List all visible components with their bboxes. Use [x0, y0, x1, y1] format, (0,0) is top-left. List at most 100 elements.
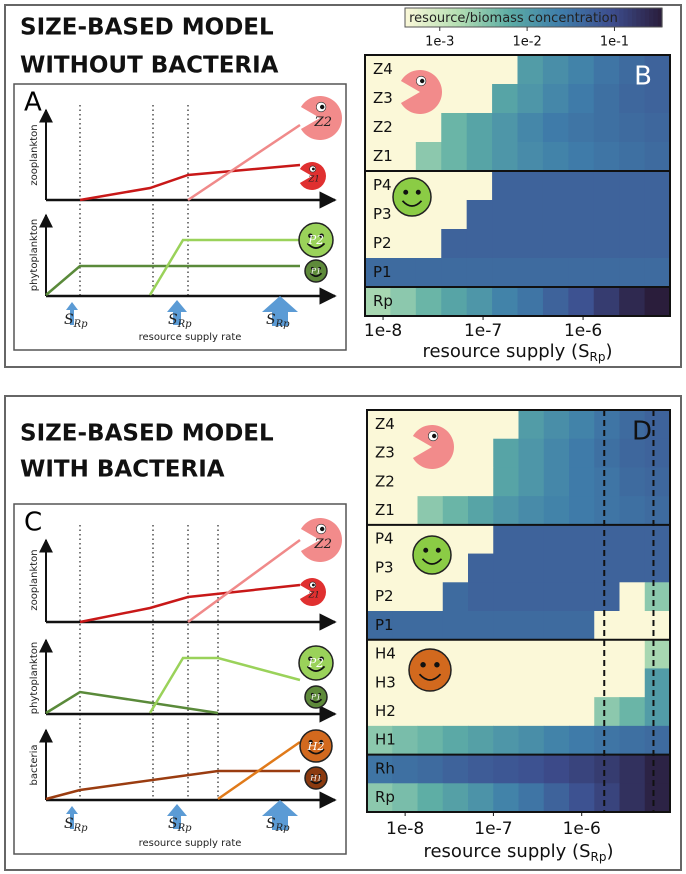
heatmap-cell — [569, 639, 595, 670]
heatmap-cell — [543, 553, 570, 583]
colorbar-step — [550, 8, 556, 27]
heatmap-cell — [468, 611, 494, 641]
colorbar-step — [529, 8, 535, 27]
heatmap-cell — [569, 725, 595, 756]
smiley-icon — [408, 648, 452, 692]
heatmap-cell — [594, 754, 621, 784]
organism-label: P1 — [310, 267, 321, 276]
heatmap-cell — [644, 697, 671, 727]
supply-symbol: SRp — [266, 312, 290, 330]
row-label: Z1 — [373, 147, 393, 165]
pacman-body — [299, 162, 327, 191]
heatmap-cell — [644, 668, 671, 698]
heatmap-cell — [493, 524, 520, 555]
heatmap-cell — [468, 754, 494, 784]
heatmap-cell — [466, 171, 493, 201]
row-label: P3 — [373, 205, 392, 223]
panel-letter: C — [24, 508, 42, 538]
heatmap-cell — [367, 524, 393, 555]
smiley-face — [412, 535, 452, 575]
heatmap-cell — [493, 783, 520, 813]
y-label: bacteria — [29, 744, 40, 785]
heatmap-cell — [518, 783, 545, 813]
heatmap-cell — [365, 171, 392, 201]
pacman-icon: Z2 — [300, 518, 343, 563]
supply-symbol: SRp — [168, 312, 192, 330]
heatmap-cell — [492, 113, 519, 143]
smiley-eye — [310, 266, 314, 270]
organism-label: H2 — [307, 740, 325, 753]
heatmap-cell — [367, 438, 393, 469]
heatmap-cell — [619, 582, 646, 612]
heatmap-cell — [492, 55, 519, 85]
heatmap-cell — [415, 113, 442, 143]
heatmap-cell — [417, 754, 444, 784]
heatmap-cell — [468, 783, 494, 813]
colorbar-step — [623, 8, 629, 27]
pacman-pupil — [320, 104, 325, 110]
colorbar-step — [482, 8, 487, 27]
colorbar-step — [542, 8, 547, 27]
heatmap-cell — [568, 258, 595, 288]
pacman-icon: Z1 — [299, 578, 327, 607]
pacman-pupil — [312, 583, 315, 587]
smiley-eye — [423, 547, 429, 553]
row-label: Z2 — [375, 472, 395, 490]
heatmap-cell — [594, 438, 621, 469]
x-axis-label: resource supply (SRp) — [422, 341, 612, 364]
supply-symbol: SRp — [266, 816, 290, 834]
heatmap-cell — [518, 496, 545, 526]
smiley-icon — [412, 535, 452, 575]
heatmap-cell — [568, 113, 595, 143]
colorbar-step — [507, 8, 513, 27]
heatmap-cell — [493, 639, 520, 670]
x-axis-label-sub: Rp — [591, 850, 607, 864]
supply-symbol: SRp — [64, 816, 88, 834]
heatmap-cell — [594, 496, 621, 526]
smiley-icon: P2 — [298, 645, 334, 681]
smiley-eye — [318, 266, 322, 270]
heatmap-cell — [568, 229, 595, 259]
heatmap-cell — [517, 142, 544, 172]
heatmap-cell — [619, 113, 646, 143]
heatmap-cell — [518, 582, 545, 612]
organism-label: Z1 — [308, 589, 320, 599]
heatmap-cell — [593, 113, 620, 143]
heatmap-cell — [392, 410, 419, 440]
heatmap-cell — [493, 553, 520, 583]
y-label: phytoplankton — [29, 219, 40, 291]
heatmap-cell — [569, 582, 595, 612]
pacman-body — [400, 70, 443, 115]
smiley-mouth — [309, 698, 323, 704]
heatmap-cell — [365, 229, 392, 259]
pacman-icon: Z1 — [299, 162, 327, 191]
y-label: zooplankton — [29, 549, 40, 610]
colorbar-step — [610, 8, 616, 27]
heatmap-cell — [543, 582, 570, 612]
colorbar-step — [422, 8, 428, 27]
heatmap-cell — [493, 725, 520, 756]
colorbar-step — [657, 8, 663, 27]
row-label: H3 — [375, 673, 396, 691]
heatmap-cell — [392, 582, 419, 612]
row-label: Z3 — [375, 444, 395, 462]
colorbar-step — [503, 8, 509, 27]
row-label: Z2 — [373, 118, 393, 136]
heatmap-cell — [619, 783, 646, 813]
heatmap-frame — [364, 54, 671, 317]
heatmap-cell — [543, 438, 570, 469]
colorbar-tick-label: 1e-1 — [600, 35, 629, 50]
heatmap-cell — [415, 142, 442, 172]
heatmap-cell — [392, 725, 419, 756]
colorbar-step — [426, 8, 432, 27]
heatmap-cell — [468, 553, 494, 583]
colorbar-step — [653, 8, 659, 27]
heatmap-cell — [367, 496, 393, 526]
heatmap-cell — [542, 287, 569, 317]
heatmap-cell — [417, 496, 444, 526]
row-label: Rp — [375, 788, 395, 806]
heatmap-cell — [569, 524, 595, 555]
diagram-box — [13, 503, 347, 855]
row-label: H2 — [375, 702, 396, 720]
colorbar-step — [589, 8, 595, 27]
